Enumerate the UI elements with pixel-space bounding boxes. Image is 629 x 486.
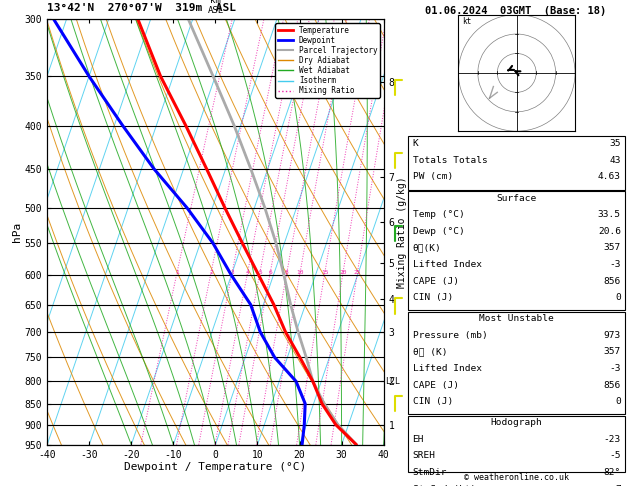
Text: 01.06.2024  03GMT  (Base: 18): 01.06.2024 03GMT (Base: 18) [425, 6, 607, 16]
Text: 5: 5 [258, 270, 262, 275]
Text: SREH: SREH [413, 451, 436, 461]
Text: Temp (°C): Temp (°C) [413, 210, 464, 220]
Text: 0: 0 [615, 293, 621, 302]
Text: -3: -3 [610, 260, 621, 269]
Text: 43: 43 [610, 156, 621, 165]
Text: 10: 10 [296, 270, 304, 275]
Text: 856: 856 [604, 381, 621, 390]
Text: 20.6: 20.6 [598, 227, 621, 236]
Text: Pressure (mb): Pressure (mb) [413, 331, 487, 340]
Text: 25: 25 [353, 270, 361, 275]
Text: © weatheronline.co.uk: © weatheronline.co.uk [464, 473, 569, 482]
Text: 13°42'N  270°07'W  319m  ASL: 13°42'N 270°07'W 319m ASL [47, 3, 236, 13]
Text: EH: EH [413, 435, 424, 444]
Text: 35: 35 [610, 139, 621, 148]
Text: 0: 0 [615, 397, 621, 406]
Text: LCL: LCL [386, 377, 401, 386]
Text: 856: 856 [604, 277, 621, 286]
Text: 357: 357 [604, 347, 621, 357]
X-axis label: Dewpoint / Temperature (°C): Dewpoint / Temperature (°C) [125, 462, 306, 472]
Text: 20: 20 [340, 270, 347, 275]
Text: Hodograph: Hodograph [490, 418, 542, 428]
Text: 15: 15 [321, 270, 329, 275]
Text: CAPE (J): CAPE (J) [413, 381, 459, 390]
Text: 2: 2 [209, 270, 213, 275]
Text: 7: 7 [615, 485, 621, 486]
Text: StmDir: StmDir [413, 468, 447, 477]
Text: kt: kt [462, 17, 472, 26]
Text: PW (cm): PW (cm) [413, 172, 453, 181]
Text: 4.63: 4.63 [598, 172, 621, 181]
Text: -23: -23 [604, 435, 621, 444]
Text: 33.5: 33.5 [598, 210, 621, 220]
Text: 973: 973 [604, 331, 621, 340]
Text: CIN (J): CIN (J) [413, 293, 453, 302]
Text: Dewp (°C): Dewp (°C) [413, 227, 464, 236]
Text: km
ASL: km ASL [208, 0, 223, 15]
Text: 357: 357 [604, 243, 621, 253]
Text: CAPE (J): CAPE (J) [413, 277, 459, 286]
Y-axis label: hPa: hPa [12, 222, 22, 242]
Text: 82°: 82° [604, 468, 621, 477]
Text: CIN (J): CIN (J) [413, 397, 453, 406]
Text: Lifted Index: Lifted Index [413, 260, 482, 269]
Text: -3: -3 [610, 364, 621, 373]
Text: Lifted Index: Lifted Index [413, 364, 482, 373]
Text: θᴇ (K): θᴇ (K) [413, 347, 447, 357]
Text: Surface: Surface [496, 194, 536, 203]
Text: -5: -5 [610, 451, 621, 461]
Text: Totals Totals: Totals Totals [413, 156, 487, 165]
Text: 3: 3 [230, 270, 234, 275]
Y-axis label: Mixing Ratio (g/kg): Mixing Ratio (g/kg) [397, 176, 407, 288]
Legend: Temperature, Dewpoint, Parcel Trajectory, Dry Adiabat, Wet Adiabat, Isotherm, Mi: Temperature, Dewpoint, Parcel Trajectory… [276, 23, 380, 98]
Text: 8: 8 [285, 270, 289, 275]
Text: 1: 1 [175, 270, 179, 275]
Text: 4: 4 [246, 270, 250, 275]
Text: StmSpd (kt): StmSpd (kt) [413, 485, 476, 486]
Text: Most Unstable: Most Unstable [479, 314, 554, 324]
Text: K: K [413, 139, 418, 148]
Text: 6: 6 [269, 270, 272, 275]
Text: θᴇ(K): θᴇ(K) [413, 243, 442, 253]
